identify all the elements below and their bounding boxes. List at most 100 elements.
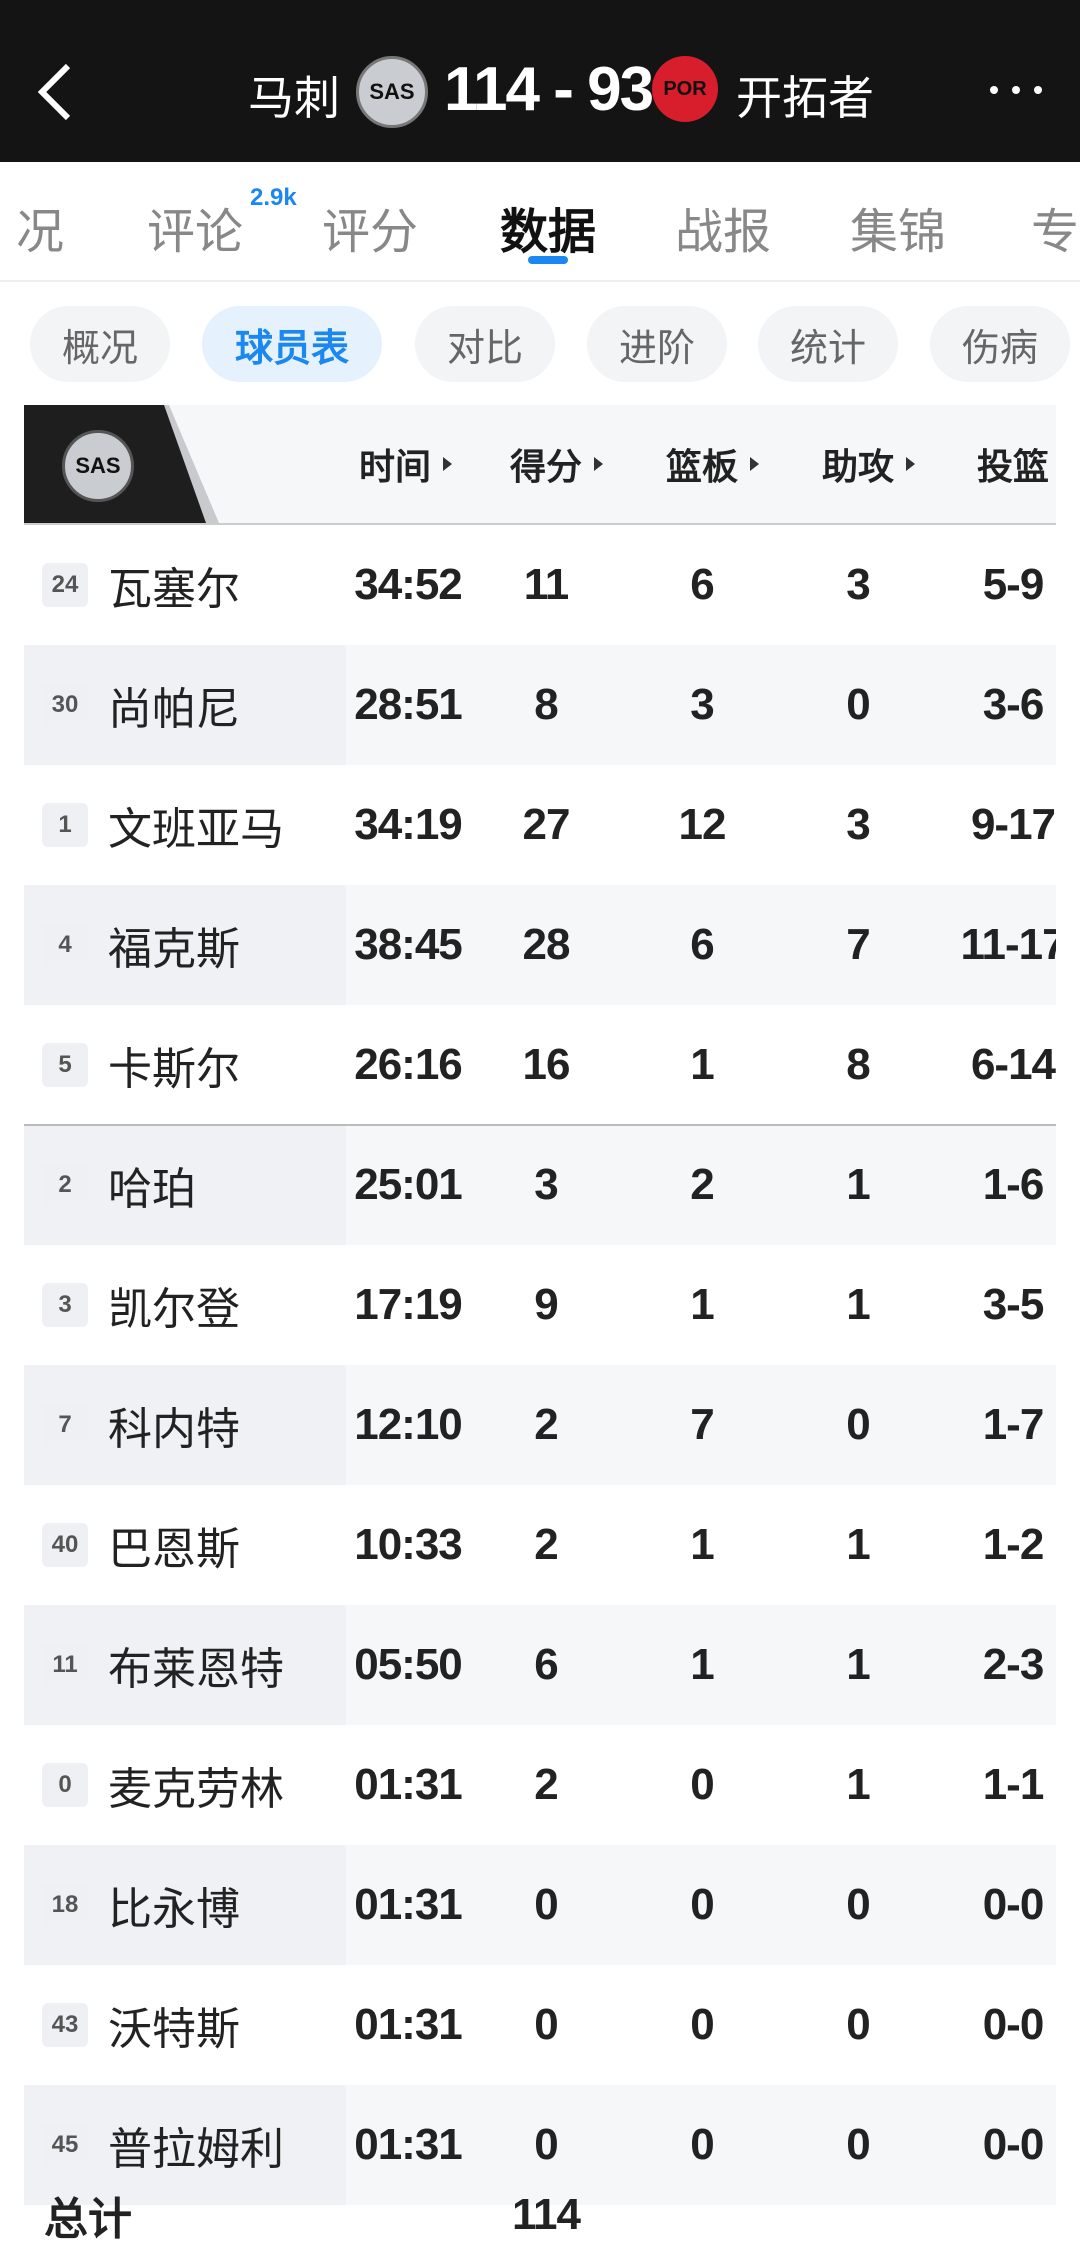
tab[interactable]: 战报 <box>674 206 772 259</box>
stat-time: 25:01 <box>354 1160 463 1209</box>
tab[interactable]: 评分 <box>321 206 419 259</box>
jersey-number: 30 <box>42 683 88 727</box>
time-clip: 10:33 <box>346 1485 486 1605</box>
stat-cell: 16 <box>522 1040 571 1089</box>
player-row[interactable]: 4 福克斯 38:45 28 6 7 11-17 <box>24 885 1056 1005</box>
stat-time: 01:31 <box>354 1880 463 1929</box>
stat-cell: 0 <box>534 2120 558 2169</box>
player-row[interactable]: 40 巴恩斯 10:33 2 1 1 1-2 <box>24 1485 1056 1605</box>
stat-cell: 6 <box>690 920 714 969</box>
stat-cell: 0 <box>690 2120 714 2169</box>
stat-cell: 1-2 <box>982 1520 1045 1569</box>
stat-cell: 1 <box>846 1160 870 1209</box>
player-row[interactable]: 7 科内特 12:10 2 7 0 1-7 <box>24 1365 1056 1485</box>
stat-cell: 7 <box>846 920 870 969</box>
score: 114 - 93 <box>444 55 654 124</box>
subtab[interactable]: 进阶 <box>587 306 727 382</box>
player-name: 普拉姆利 <box>108 2125 284 2174</box>
stat-cell: 2 <box>534 1400 558 1449</box>
subtab[interactable]: 对比 <box>415 306 555 382</box>
stat-cell: 6-14 <box>970 1040 1056 1089</box>
player-row[interactable]: 43 沃特斯 01:31 0 0 0 0-0 <box>24 1965 1056 2085</box>
time-clip: 12:10 <box>346 1365 486 1485</box>
column-header[interactable]: 助攻 <box>821 446 894 487</box>
time-clip: 34:19 <box>346 765 486 885</box>
stat-cell: 0 <box>846 680 870 729</box>
player-row[interactable]: 2 哈珀 25:01 3 2 1 1-6 <box>24 1125 1056 1245</box>
stat-cell: 3-5 <box>982 1280 1045 1329</box>
stat-cell: 0 <box>690 2000 714 2049</box>
jersey-number: 2 <box>42 1163 88 1207</box>
stat-cell: 0-0 <box>982 2000 1045 2049</box>
player-name: 麦克劳林 <box>108 1765 284 1814</box>
player-row[interactable]: 1 文班亚马 34:19 27 12 3 9-17 <box>24 765 1056 885</box>
stat-time: 34:52 <box>354 560 463 609</box>
subtab[interactable]: 伤病 <box>930 306 1070 382</box>
subtab[interactable]: 球员表 <box>202 306 382 382</box>
player-name: 尚帕尼 <box>108 685 240 734</box>
time-clip: 38:45 <box>346 885 486 1005</box>
jersey-number: 18 <box>42 1883 88 1927</box>
player-row[interactable]: 5 卡斯尔 26:16 16 1 8 6-14 <box>24 1005 1056 1125</box>
back-button[interactable] <box>30 62 80 122</box>
player-name: 文班亚马 <box>108 805 284 854</box>
stat-cell: 27 <box>522 800 571 849</box>
column-header[interactable]: 篮板 <box>665 446 738 487</box>
player-row[interactable]: 45 普拉姆利 01:31 0 0 0 0-0 <box>24 2085 1056 2205</box>
time-clip: 34:52 <box>346 525 486 645</box>
tab-indicator <box>528 256 568 264</box>
player-table: SAS 时间 得分 篮板 助攻 投篮 24 瓦塞尔 34:52 11 6 3 5-9 30 尚帕尼 28:51… <box>24 405 1056 2250</box>
player-row[interactable]: 30 尚帕尼 28:51 8 3 0 3-6 <box>24 645 1056 765</box>
column-header[interactable]: 投篮 <box>976 446 1049 487</box>
tab[interactable]: 专 <box>1030 206 1080 259</box>
header: 马刺 SAS 114 - 93 POR 开拓者 <box>0 0 1080 162</box>
stat-cell: 7 <box>690 1400 714 1449</box>
jersey-number: 3 <box>42 1283 88 1327</box>
time-clip: 28:51 <box>346 645 486 765</box>
player-row[interactable]: 3 凯尔登 17:19 9 1 1 3-5 <box>24 1245 1056 1365</box>
player-name: 卡斯尔 <box>108 1045 240 1094</box>
tab[interactable]: 集锦 <box>849 206 947 259</box>
time-clip: 01:31 <box>346 1965 486 2085</box>
player-name: 瓦塞尔 <box>108 565 240 614</box>
stat-time: 10:33 <box>354 1520 463 1569</box>
column-header[interactable]: 得分 <box>509 446 582 487</box>
away-logo: POR <box>652 56 718 122</box>
total-label: 总计 <box>44 2195 132 2244</box>
tab[interactable]: 数据 <box>499 206 597 259</box>
column-header[interactable]: 时间 <box>358 446 431 487</box>
player-row[interactable]: 18 比永博 01:31 0 0 0 0-0 <box>24 1845 1056 1965</box>
stat-cell: 0 <box>690 1880 714 1929</box>
stat-cell: 1 <box>690 1520 714 1569</box>
stat-cell: 0 <box>534 2000 558 2049</box>
time-clip: 01:31 <box>346 1845 486 1965</box>
home-team: 马刺 <box>248 72 340 124</box>
time-clip: 01:31 <box>346 2085 486 2205</box>
stat-cell: 1-1 <box>982 1760 1045 1809</box>
jersey-number: 0 <box>42 1763 88 1807</box>
stat-cell: 0 <box>690 1760 714 1809</box>
stat-time: 34:19 <box>354 800 463 849</box>
stat-cell: 0 <box>846 1880 870 1929</box>
stat-time: 05:50 <box>354 1640 463 1689</box>
tab[interactable]: 评论 <box>146 206 244 259</box>
player-row[interactable]: 0 麦克劳林 01:31 2 0 1 1-1 <box>24 1725 1056 1845</box>
more-button[interactable] <box>986 80 1050 100</box>
player-name: 哈珀 <box>108 1165 196 1214</box>
time-clip: 17:19 <box>346 1245 486 1365</box>
subtab[interactable]: 概况 <box>30 306 170 382</box>
stat-cell: 2-3 <box>982 1640 1045 1689</box>
player-name: 福克斯 <box>108 925 240 974</box>
stat-time: 26:16 <box>354 1040 463 1089</box>
tab[interactable]: 况 <box>15 206 65 259</box>
player-row[interactable]: 24 瓦塞尔 34:52 11 6 3 5-9 <box>24 525 1056 645</box>
stat-cell: 6 <box>534 1640 558 1689</box>
subtab[interactable]: 统计 <box>758 306 898 382</box>
player-name: 凯尔登 <box>108 1285 240 1334</box>
stat-cell: 1-6 <box>982 1160 1045 1209</box>
team-logo: SAS <box>62 430 134 502</box>
player-row[interactable]: 11 布莱恩特 05:50 6 1 1 2-3 <box>24 1605 1056 1725</box>
stat-time: 12:10 <box>354 1400 463 1449</box>
stat-cell: 1 <box>690 1280 714 1329</box>
